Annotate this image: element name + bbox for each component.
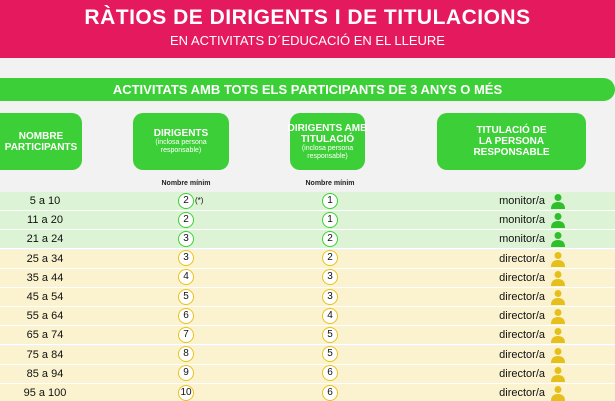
table-row: 5 a 10 2 (*) 1 monitor/a	[0, 192, 615, 211]
table-row: 35 a 44 4 3 director/a	[0, 268, 615, 291]
dirigents: 4	[178, 269, 194, 286]
column-label: TITULACIÓ DE LA PERSONA RESPONSABLE	[473, 125, 550, 158]
responsable: monitor/a	[499, 233, 545, 246]
column-label: DIRIGENTS	[153, 128, 209, 139]
responsable: director/a	[499, 271, 545, 284]
person-icon	[550, 308, 566, 329]
subtitle: EN ACTIVITATS D´EDUCACIÓ EN EL LLEURE	[170, 33, 445, 48]
titulats: 3	[322, 288, 338, 305]
dirigents: 3	[178, 230, 194, 247]
participants: 55 a 64	[26, 310, 64, 323]
responsable: director/a	[499, 310, 545, 323]
column-note: (inclosa persona responsable)	[301, 144, 354, 160]
table-row: 55 a 64 6 4 director/a	[0, 307, 615, 329]
participants: 5 a 10	[29, 195, 61, 207]
participants: 21 a 24	[26, 233, 64, 246]
person-icon	[550, 327, 566, 348]
column-label: DIRIGENTS AMB TITULACIÓ	[287, 122, 368, 145]
titulats: 2	[322, 250, 338, 267]
dirigents: 7	[178, 326, 194, 343]
table-row: 25 a 34 3 2 director/a	[0, 249, 615, 272]
person-icon	[550, 385, 566, 401]
footnote-mark: (*)	[195, 196, 204, 205]
person-icon	[550, 231, 566, 252]
person-icon	[550, 270, 566, 291]
titulats: 3	[322, 269, 338, 286]
dirigents: 8	[178, 346, 194, 363]
column-sublabel: Nombre mínim	[305, 180, 355, 187]
table-row: 65 a 74 7 5 director/a	[0, 326, 615, 348]
table-row: 21 a 24 3 2 monitor/a	[0, 230, 615, 252]
responsable: director/a	[499, 291, 545, 303]
titulats: 1	[322, 211, 338, 228]
participants: 35 a 44	[26, 271, 64, 284]
responsable: director/a	[499, 387, 545, 399]
person-icon	[550, 193, 566, 214]
participants: 11 a 20	[27, 214, 63, 227]
responsable: monitor/a	[499, 195, 545, 207]
participants: 65 a 74	[26, 329, 64, 342]
column-label: NOMBRE PARTICIPANTS	[4, 130, 78, 153]
titulats: 5	[322, 346, 338, 363]
person-icon	[550, 251, 566, 272]
table-row: 95 a 100 10 6 director/a	[0, 384, 615, 401]
dirigents: 5	[178, 288, 194, 305]
responsable: director/a	[499, 367, 545, 380]
participants: 85 a 94	[26, 367, 64, 380]
person-icon	[550, 289, 566, 310]
column-note: (inclosa persona responsable)	[155, 139, 207, 154]
responsable: director/a	[499, 252, 545, 265]
participants: 75 a 84	[26, 348, 64, 361]
table-row: 75 a 84 8 5 director/a	[0, 345, 615, 368]
titulats: 6	[322, 384, 338, 401]
participants: 95 a 100	[23, 387, 67, 399]
dirigents: 2	[178, 211, 194, 228]
titulats: 1	[322, 192, 338, 209]
dirigents: 10	[178, 384, 194, 401]
dirigents: 2	[178, 192, 194, 209]
responsable: monitor/a	[499, 214, 545, 227]
banner: ACTIVITATS AMB TOTS ELS PARTICIPANTS DE …	[0, 78, 615, 101]
titulats: 6	[322, 365, 338, 382]
header: RÀTIOS DE DIRIGENTS I DE TITULACIONS EN …	[0, 0, 615, 58]
column-header: NOMBRE PARTICIPANTS	[0, 113, 82, 170]
dirigents: 6	[178, 307, 194, 324]
dirigents: 9	[178, 365, 194, 382]
titulats: 4	[322, 307, 338, 324]
column-header: DIRIGENTS AMB TITULACIÓ (inclosa persona …	[287, 113, 368, 170]
person-icon	[550, 212, 566, 233]
person-icon	[550, 347, 566, 368]
table-row: 11 a 20 2 1 monitor/a	[0, 211, 615, 233]
responsable: director/a	[499, 348, 545, 361]
title: RÀTIOS DE DIRIGENTS I DE TITULACIONS	[84, 6, 531, 29]
dirigents: 3	[178, 250, 194, 267]
column-header: DIRIGENTS (inclosa persona responsable)	[133, 113, 229, 170]
table-row: 85 a 94 9 6 director/a	[0, 364, 615, 387]
participants: 45 a 54	[26, 291, 64, 303]
table-row: 45 a 54 5 3 director/a	[0, 288, 615, 307]
column-sublabel: Nombre mínim	[161, 180, 211, 187]
titulats: 5	[322, 326, 338, 343]
participants: 25 a 34	[26, 252, 64, 265]
titulats: 2	[322, 230, 338, 247]
person-icon	[550, 366, 566, 387]
responsable: director/a	[499, 329, 545, 342]
column-header: TITULACIÓ DE LA PERSONA RESPONSABLE	[437, 113, 586, 170]
